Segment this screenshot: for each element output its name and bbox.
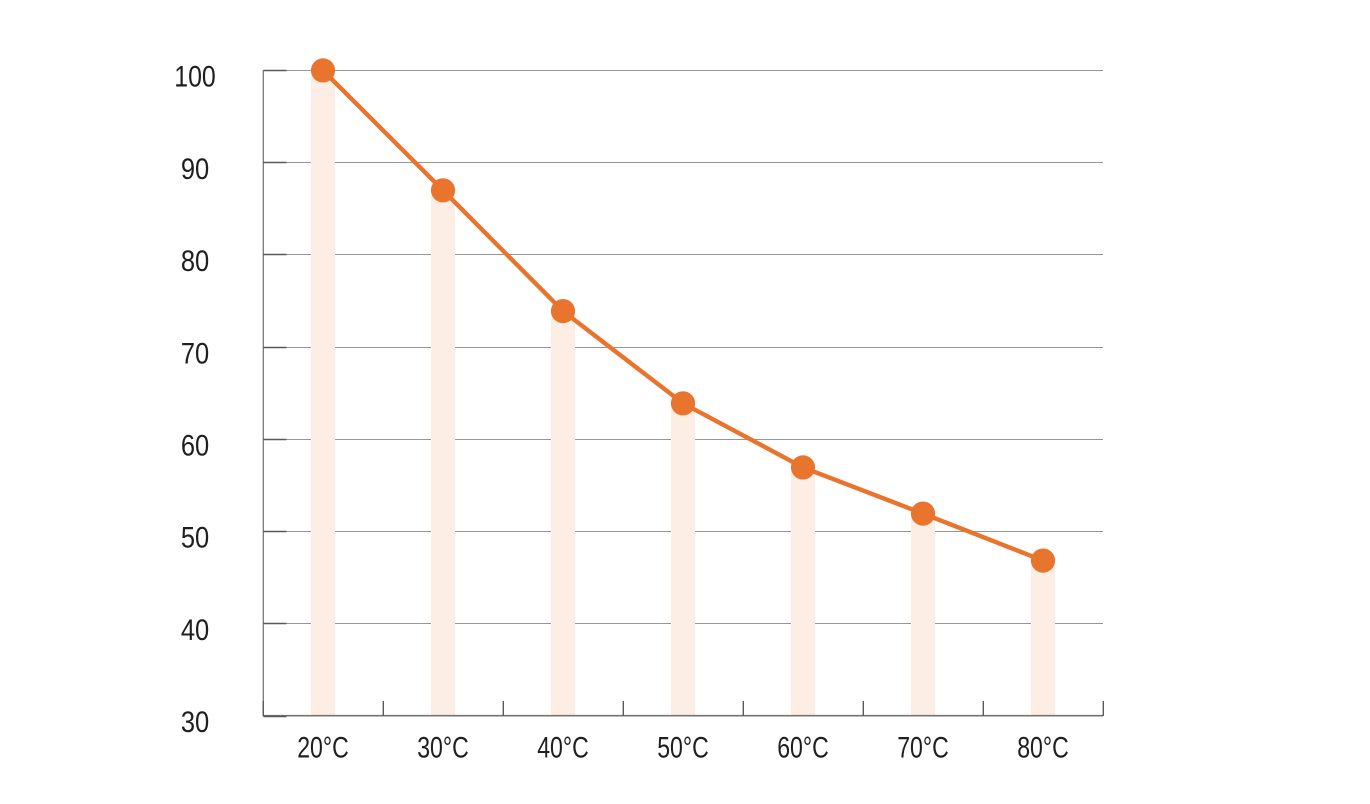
svg-text:50: 50 [181, 521, 209, 554]
svg-text:100: 100 [174, 59, 216, 93]
svg-text:60°C: 60°C [777, 730, 829, 764]
svg-text:70°C: 70°C [897, 730, 949, 764]
svg-text:50°C: 50°C [657, 730, 709, 764]
svg-text:30: 30 [181, 705, 209, 738]
svg-text:40: 40 [181, 613, 209, 646]
svg-text:30°C: 30°C [417, 730, 469, 764]
svg-text:90: 90 [181, 152, 209, 185]
svg-text:60: 60 [181, 429, 209, 462]
svg-text:80: 80 [181, 244, 209, 277]
svg-text:40°C: 40°C [537, 730, 589, 764]
svg-text:80°C: 80°C [1017, 730, 1069, 764]
svg-text:70: 70 [181, 336, 209, 369]
svg-text:20°C: 20°C [297, 730, 349, 764]
